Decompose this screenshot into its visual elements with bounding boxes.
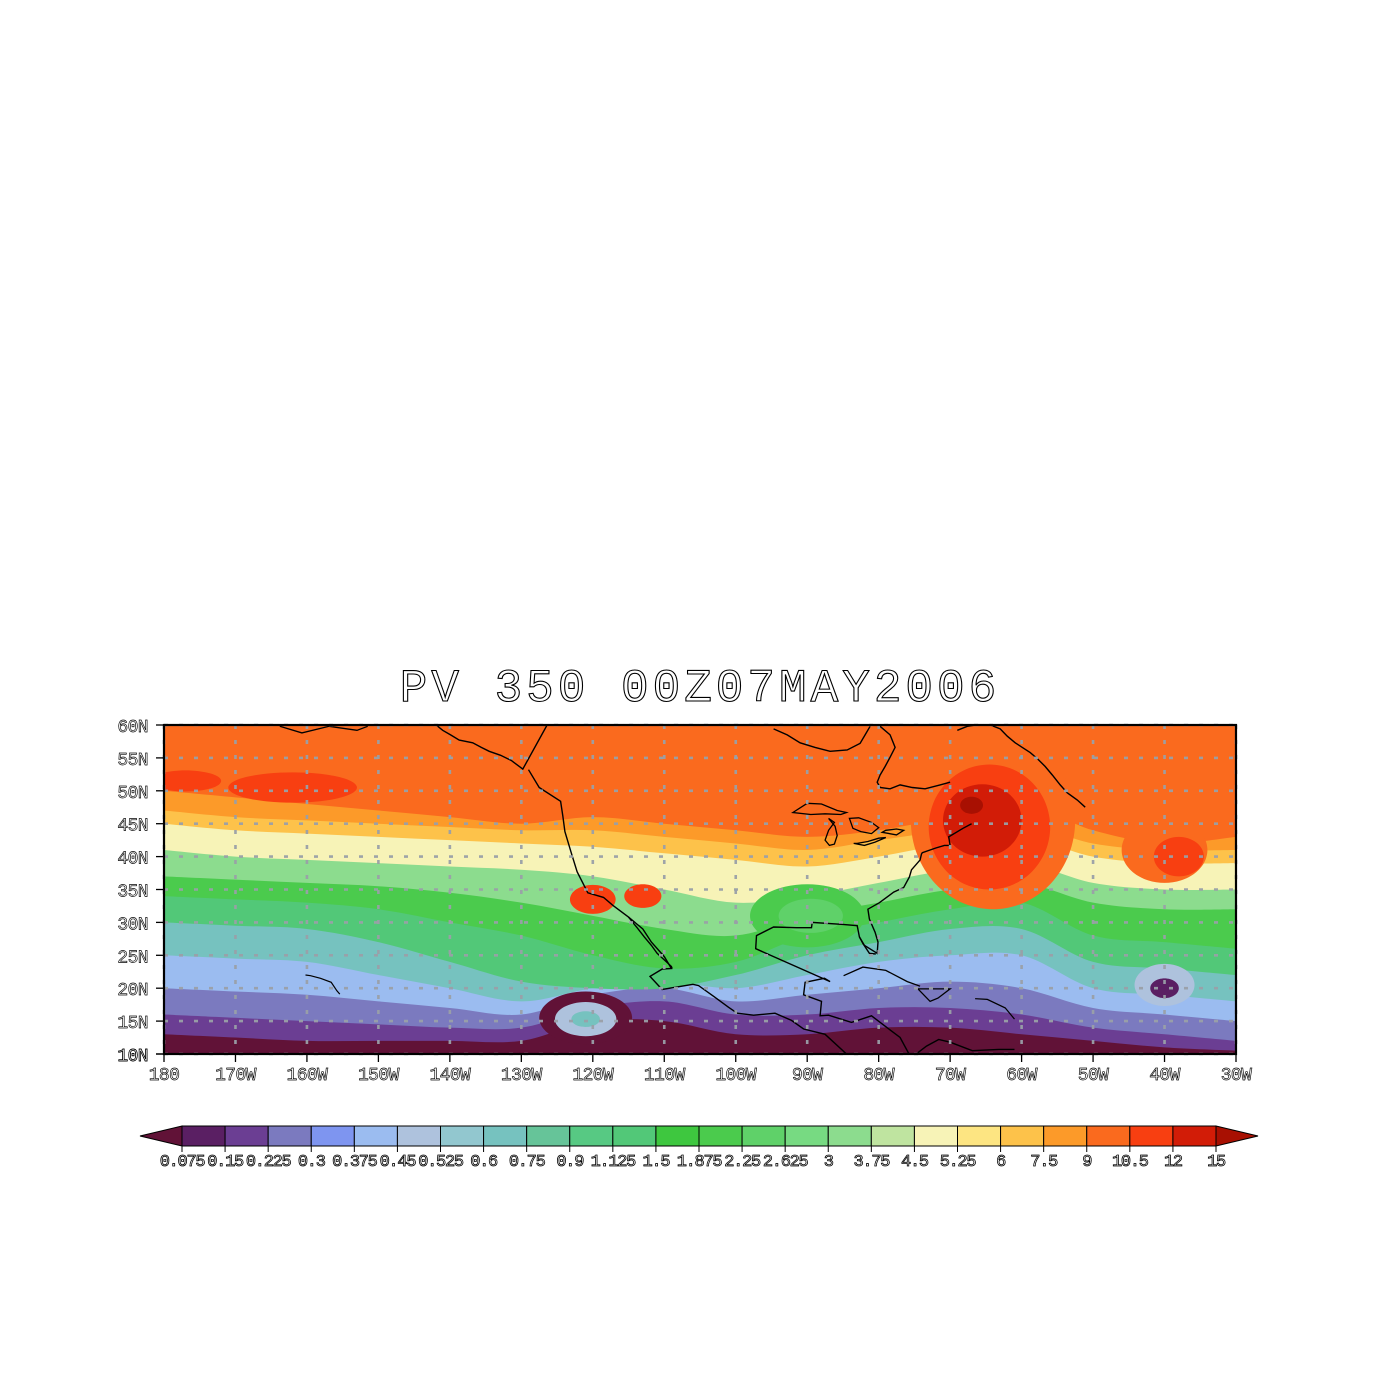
svg-text:1.5: 1.5: [643, 1153, 671, 1172]
svg-text:0.9: 0.9: [556, 1153, 584, 1172]
svg-text:30W: 30W: [1221, 1066, 1252, 1086]
svg-text:35N: 35N: [117, 883, 148, 903]
svg-text:2.25: 2.25: [724, 1153, 761, 1172]
svg-text:45N: 45N: [117, 817, 148, 837]
svg-text:130W: 130W: [501, 1066, 543, 1086]
svg-text:2.625: 2.625: [763, 1153, 809, 1172]
svg-text:30N: 30N: [117, 915, 148, 935]
svg-text:10.5: 10.5: [1112, 1153, 1149, 1172]
svg-text:0.15: 0.15: [207, 1153, 244, 1172]
svg-text:20N: 20N: [117, 981, 148, 1001]
svg-text:110W: 110W: [644, 1066, 686, 1086]
svg-text:1.125: 1.125: [591, 1153, 637, 1172]
svg-text:3: 3: [824, 1153, 834, 1172]
svg-text:5.25: 5.25: [940, 1153, 977, 1172]
svg-text:180: 180: [149, 1066, 180, 1086]
svg-text:70W: 70W: [935, 1066, 966, 1086]
svg-text:15N: 15N: [117, 1014, 148, 1034]
svg-text:120W: 120W: [572, 1066, 614, 1086]
svg-text:15: 15: [1207, 1153, 1226, 1172]
svg-text:60N: 60N: [117, 718, 148, 738]
svg-text:40W: 40W: [1149, 1066, 1180, 1086]
svg-text:170W: 170W: [215, 1066, 257, 1086]
svg-text:1.875: 1.875: [677, 1153, 723, 1172]
svg-text:0.75: 0.75: [509, 1153, 546, 1172]
svg-text:90W: 90W: [792, 1066, 823, 1086]
svg-text:100W: 100W: [715, 1066, 757, 1086]
svg-text:0.45: 0.45: [380, 1153, 417, 1172]
svg-text:25N: 25N: [117, 948, 148, 968]
svg-text:12: 12: [1164, 1153, 1182, 1172]
svg-text:60W: 60W: [1006, 1066, 1037, 1086]
svg-text:55N: 55N: [117, 751, 148, 771]
svg-text:0.525: 0.525: [418, 1153, 464, 1172]
svg-text:80W: 80W: [863, 1066, 894, 1086]
svg-text:3.75: 3.75: [854, 1153, 891, 1172]
svg-text:0.225: 0.225: [246, 1153, 292, 1172]
svg-text:40N: 40N: [117, 850, 148, 870]
svg-text:160W: 160W: [287, 1066, 329, 1086]
svg-text:7.5: 7.5: [1030, 1153, 1058, 1172]
svg-text:10N: 10N: [117, 1047, 148, 1067]
svg-text:PV 350 00Z07MAY2006: PV 350 00Z07MAY2006: [400, 663, 1001, 715]
svg-text:140W: 140W: [429, 1066, 471, 1086]
svg-text:6: 6: [996, 1153, 1006, 1172]
svg-text:9: 9: [1082, 1153, 1092, 1172]
svg-text:0.075: 0.075: [160, 1153, 206, 1172]
svg-text:50N: 50N: [117, 784, 148, 804]
svg-text:50W: 50W: [1078, 1066, 1109, 1086]
svg-text:150W: 150W: [358, 1066, 400, 1086]
svg-text:4.5: 4.5: [901, 1153, 929, 1172]
svg-text:0.3: 0.3: [298, 1153, 326, 1172]
svg-text:0.375: 0.375: [332, 1153, 378, 1172]
svg-text:0.6: 0.6: [470, 1153, 498, 1172]
